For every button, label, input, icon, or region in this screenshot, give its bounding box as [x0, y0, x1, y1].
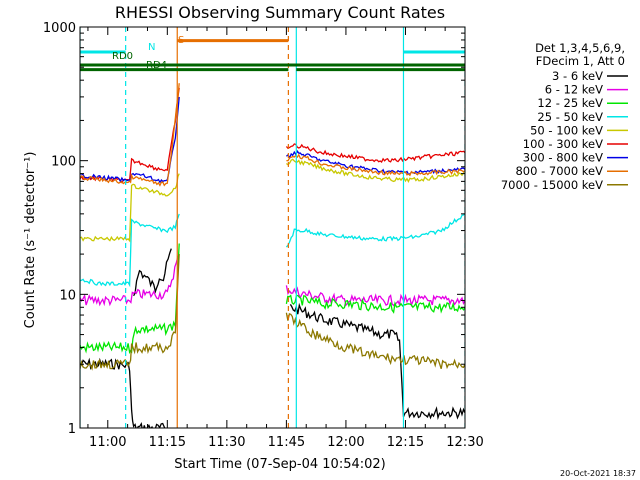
legend-label: 300 - 800 keV — [523, 151, 603, 165]
x-tick-label: 12:30 — [446, 435, 483, 450]
legend-label: 6 - 12 keV — [545, 83, 603, 97]
series-3-6-kev-line-2 — [133, 248, 172, 297]
series-50-100-kev-line-1 — [80, 173, 180, 243]
series-100-300-kev-line-2 — [285, 143, 465, 163]
x-tick-label: 11:45 — [268, 435, 305, 450]
y-tick-label: 1 — [68, 422, 76, 437]
series-50-100-kev-line-2 — [285, 158, 465, 183]
band-label-n: N — [148, 42, 155, 53]
legend-label: 800 - 7000 keV — [515, 164, 603, 178]
legend-label: 3 - 6 keV — [552, 69, 603, 83]
plot-content — [80, 27, 465, 428]
series-25-50-kev-line-2 — [285, 213, 465, 248]
y-tick-label: 1000 — [43, 21, 76, 36]
series-3-6-kev-line-3 — [289, 302, 465, 421]
series-800-7000-kev-line-1 — [80, 83, 180, 187]
plot-area: N RD0 RD4 S 1 10 100 1000 11:00 11:15 11:30 11:45 12… — [43, 21, 484, 450]
x-tick-label: 11:00 — [89, 435, 126, 450]
x-tick-label: 11:15 — [149, 435, 186, 450]
series-300-800-kev-line-1 — [80, 96, 180, 184]
x-tick-label: 12:15 — [387, 435, 424, 450]
legend-label: 50 - 100 keV — [530, 123, 603, 137]
chart-title: RHESSI Observing Summary Count Rates — [115, 3, 445, 22]
legend-label: 12 - 25 keV — [537, 96, 603, 110]
legend-label: 25 - 50 keV — [537, 110, 603, 124]
series-12-25-kev-line-1 — [80, 243, 180, 355]
legend-label: 100 - 300 keV — [523, 137, 603, 151]
y-tick-label: 100 — [51, 155, 76, 170]
series-6-12-kev-line-2 — [285, 285, 465, 307]
series-25-50-kev-line-1 — [80, 213, 180, 288]
x-tick-label: 11:30 — [208, 435, 245, 450]
series-7000-15000-kev-line-2 — [285, 312, 465, 370]
series-12-25-kev-line-2 — [285, 294, 465, 314]
y-axis-label: Count Rate (s⁻¹ detector⁻¹) — [23, 152, 38, 329]
series-3-6-kev-line-1 — [80, 357, 168, 428]
series-100-300-kev-line-1 — [80, 87, 180, 184]
legend-header-line-1: Det 1,3,4,5,6,9, — [535, 41, 625, 55]
series-6-12-kev-line-1 — [80, 253, 180, 307]
series-7000-15000-kev-line-1 — [80, 254, 180, 371]
series-300-800-kev-line-2 — [285, 149, 465, 175]
legend: Det 1,3,4,5,6,9, FDecim 1, Att 0 3 - 6 k… — [501, 41, 628, 192]
x-axis-label: Start Time (07-Sep-04 10:54:02) — [174, 457, 385, 472]
y-tick-label: 10 — [59, 288, 76, 303]
series-800-7000-kev-line-2 — [286, 153, 465, 177]
legend-header-line-2: FDecim 1, Att 0 — [536, 54, 625, 68]
footer-date-stamp: 20-Oct-2021 18:37 — [560, 469, 636, 478]
band-label-s: S — [178, 35, 184, 46]
plot-frame — [79, 26, 466, 429]
x-tick-label: 12:00 — [327, 435, 364, 450]
legend-label: 7000 - 15000 keV — [501, 178, 603, 192]
band-label-rd4: RD4 — [146, 60, 167, 71]
band-label-rd0: RD0 — [112, 51, 133, 62]
